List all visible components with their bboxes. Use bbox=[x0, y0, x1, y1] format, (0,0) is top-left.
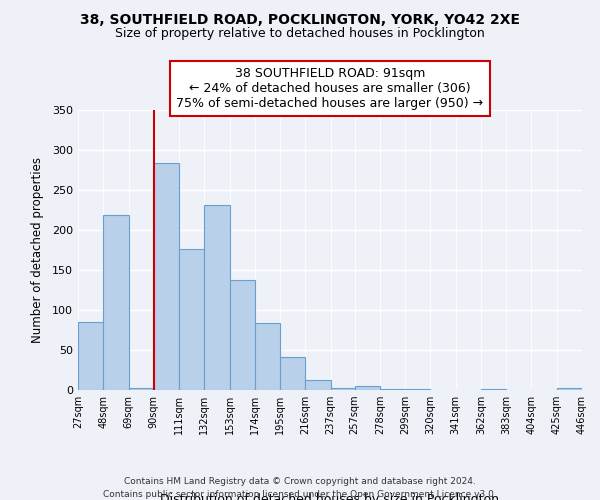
Y-axis label: Number of detached properties: Number of detached properties bbox=[31, 157, 44, 343]
Bar bbox=[154, 163, 179, 390]
Bar bbox=[380, 389, 405, 390]
Bar bbox=[557, 388, 582, 390]
Text: 38 SOUTHFIELD ROAD: 91sqm
← 24% of detached houses are smaller (306)
75% of semi: 38 SOUTHFIELD ROAD: 91sqm ← 24% of detac… bbox=[176, 67, 484, 110]
Bar bbox=[255, 323, 280, 390]
Bar bbox=[481, 389, 506, 390]
Bar bbox=[305, 380, 331, 390]
Bar bbox=[355, 386, 380, 390]
Bar bbox=[331, 388, 356, 390]
X-axis label: Distribution of detached houses by size in Pocklington: Distribution of detached houses by size … bbox=[161, 492, 499, 500]
Bar bbox=[103, 215, 128, 390]
Bar bbox=[405, 389, 430, 390]
Text: 38, SOUTHFIELD ROAD, POCKLINGTON, YORK, YO42 2XE: 38, SOUTHFIELD ROAD, POCKLINGTON, YORK, … bbox=[80, 12, 520, 26]
Bar bbox=[280, 357, 305, 390]
Bar bbox=[179, 249, 205, 390]
Bar bbox=[230, 280, 255, 390]
Bar bbox=[78, 322, 103, 390]
Text: Size of property relative to detached houses in Pocklington: Size of property relative to detached ho… bbox=[115, 28, 485, 40]
Bar bbox=[128, 388, 154, 390]
Text: Contains HM Land Registry data © Crown copyright and database right 2024.: Contains HM Land Registry data © Crown c… bbox=[124, 478, 476, 486]
Bar bbox=[205, 205, 230, 390]
Text: Contains public sector information licensed under the Open Government Licence v3: Contains public sector information licen… bbox=[103, 490, 497, 499]
